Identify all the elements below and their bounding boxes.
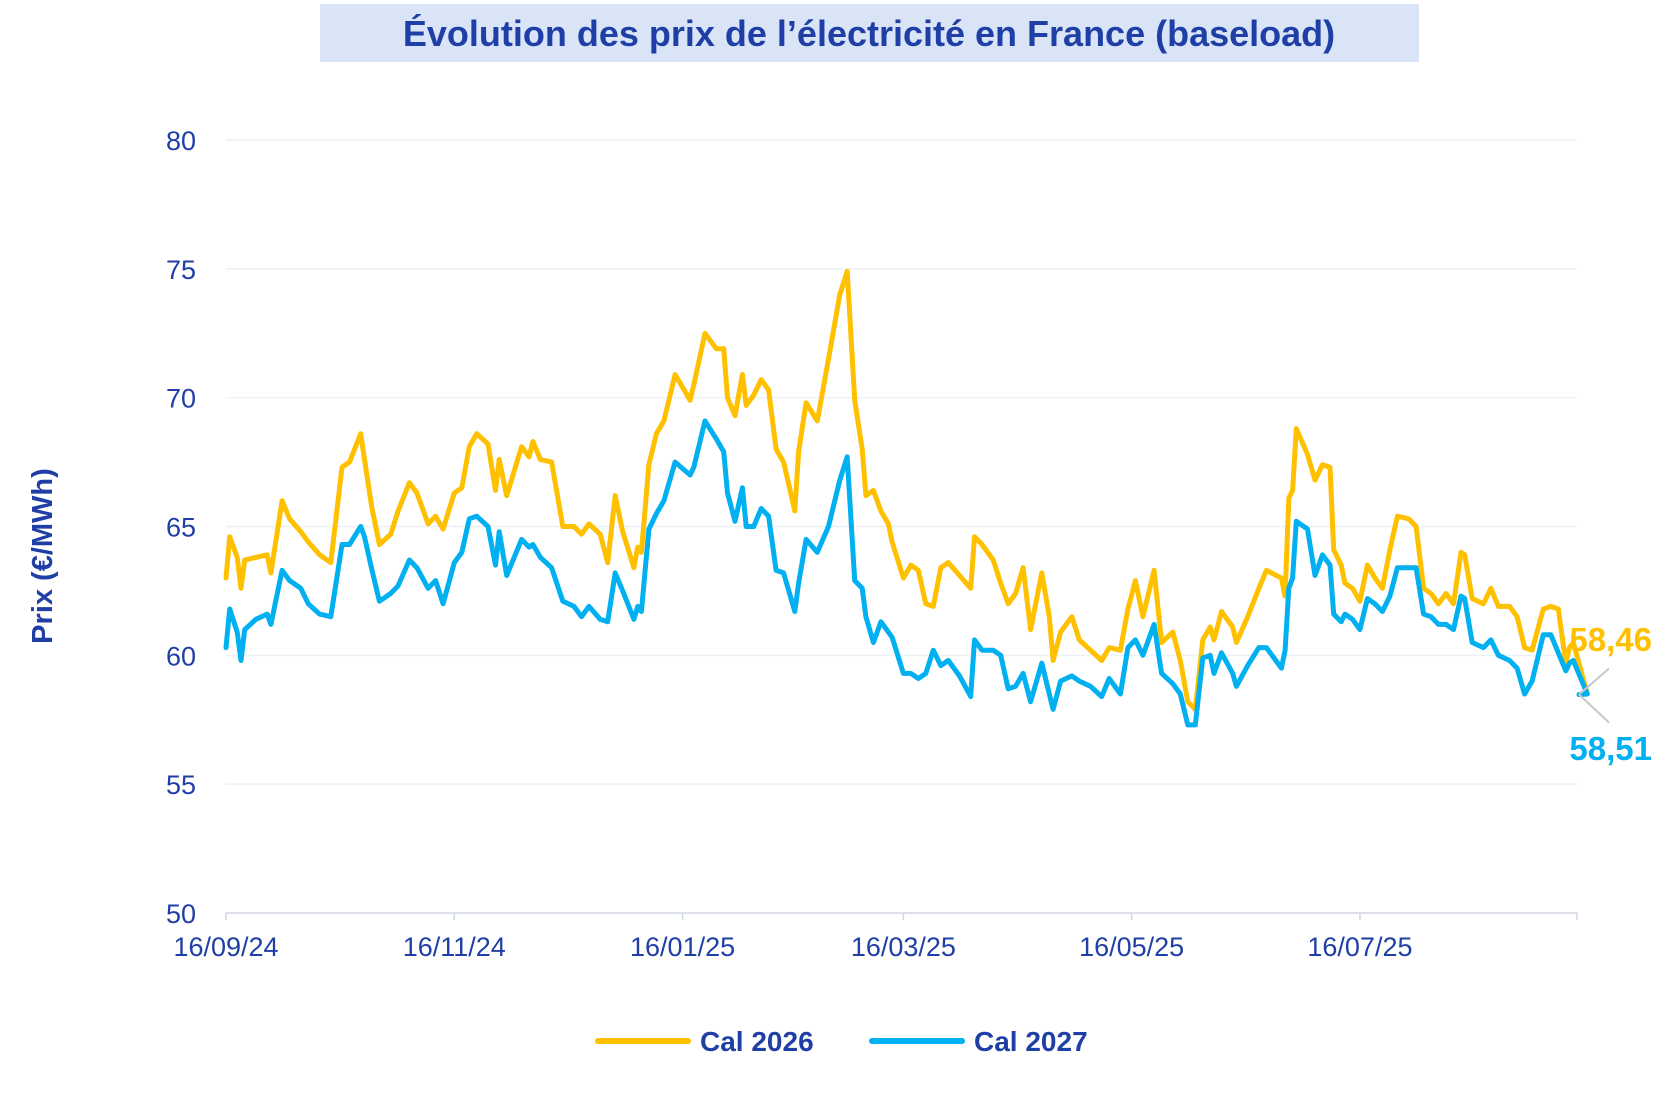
- gridlines: [226, 139, 1577, 785]
- y-tick-label: 65: [166, 513, 196, 543]
- x-tick-label: 16/11/24: [403, 932, 506, 962]
- y-axis-label: Prix (€/MWh): [27, 468, 59, 644]
- series-lines: [223, 268, 1590, 728]
- end-labels: 58,46 58,51: [1569, 621, 1652, 767]
- end-label-leader: [1578, 693, 1610, 724]
- y-tick-label: 75: [166, 255, 196, 285]
- chart-title: Évolution des prix de l’électricité en F…: [403, 13, 1335, 54]
- x-tick-label: 16/09/24: [173, 932, 278, 962]
- y-axis-ticks: 50 55 60 65 70 75 80: [166, 126, 196, 929]
- x-tick-label: 16/01/25: [630, 932, 735, 962]
- series-line: [223, 418, 1590, 728]
- end-value-label: 58,51: [1569, 730, 1652, 767]
- end-value-label: 58,46: [1569, 621, 1652, 658]
- y-tick-label: 55: [166, 770, 196, 800]
- y-tick-label: 80: [166, 126, 196, 156]
- y-tick-label: 50: [166, 899, 196, 929]
- legend-label: Cal 2027: [974, 1026, 1088, 1057]
- x-tick-label: 16/07/25: [1307, 932, 1412, 962]
- x-axis-ticks: 16/09/24 16/11/24 16/01/25 16/03/25 16/05/25…: [173, 913, 1578, 962]
- y-tick-label: 60: [166, 641, 196, 671]
- x-tick-label: 16/05/25: [1079, 932, 1184, 962]
- y-tick-label: 70: [166, 384, 196, 414]
- end-label-leader: [1578, 667, 1610, 696]
- title-background: [320, 4, 1419, 62]
- series-line: [223, 268, 1590, 712]
- x-tick-label: 16/03/25: [851, 932, 956, 962]
- legend: Cal 2026 Cal 2027: [595, 1026, 1088, 1057]
- legend-label: Cal 2026: [700, 1026, 814, 1057]
